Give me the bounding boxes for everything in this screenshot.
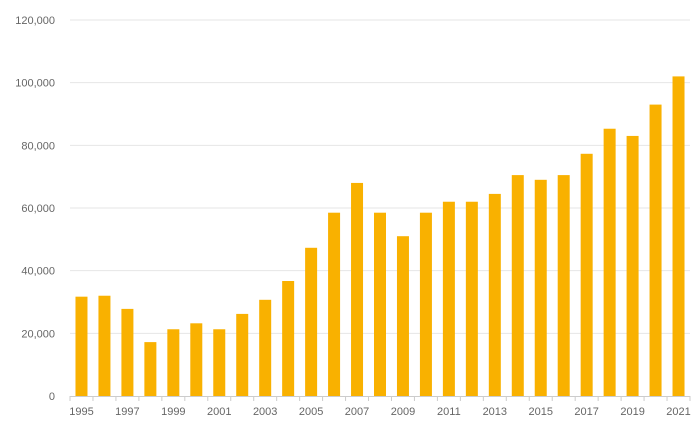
y-tick-label: 0 [49, 391, 55, 403]
y-axis-tick-labels: 0 20,000 40,000 60,000 80,000 100,000 120,000 [15, 15, 55, 403]
y-tick-label: 80,000 [21, 140, 55, 152]
x-tick-label: 2011 [437, 406, 461, 418]
bar-2014 [511, 175, 524, 396]
bar-2003 [259, 299, 272, 396]
y-tick-label: 60,000 [21, 203, 55, 215]
bar-2019 [626, 135, 639, 396]
bars [75, 76, 685, 397]
bar-2006 [328, 212, 341, 396]
bar-2010 [419, 212, 432, 396]
bar-2021 [672, 76, 685, 397]
x-tick-label: 2019 [620, 406, 644, 418]
y-tick-label: 100,000 [15, 78, 55, 90]
bar-2002 [236, 313, 249, 396]
bar-2000 [190, 323, 203, 396]
x-tick-label: 1995 [69, 406, 93, 418]
x-tick-label: 2005 [299, 406, 323, 418]
bar-2015 [534, 179, 547, 396]
y-tick-label: 20,000 [21, 328, 55, 340]
x-axis [69, 396, 691, 401]
x-tick-label: 1999 [161, 406, 185, 418]
x-tick-label: 2021 [666, 406, 690, 418]
bar-2011 [442, 201, 455, 396]
bar-2007 [351, 182, 364, 396]
bar-2008 [374, 212, 386, 396]
bar-2016 [557, 175, 570, 396]
bar-1998 [144, 342, 157, 396]
bar-1999 [167, 329, 180, 396]
x-axis-tick-labels: 1995 1997 1999 2001 2003 2005 2007 2009 2011 2013… [69, 406, 691, 418]
bar-2012 [465, 201, 478, 396]
bar-1995 [75, 296, 88, 396]
bar-1996 [98, 295, 111, 396]
x-tick-label: 2007 [345, 406, 369, 418]
bar-2004 [282, 281, 295, 396]
x-tick-label: 2003 [253, 406, 277, 418]
x-tick-label: 2015 [528, 406, 552, 418]
bar-2013 [488, 193, 501, 396]
x-tick-label: 2017 [574, 406, 598, 418]
bar-2005 [305, 247, 318, 396]
bar-2017 [580, 153, 593, 396]
y-tick-label: 120,000 [15, 15, 55, 27]
bar-2020 [649, 104, 662, 396]
x-tick-label: 2013 [483, 406, 507, 418]
x-tick-label: 2009 [391, 406, 415, 418]
bar-2001 [213, 329, 226, 396]
bar-2009 [396, 236, 409, 396]
x-tick-label: 1997 [115, 406, 139, 418]
bar-1997 [121, 308, 134, 396]
x-tick-label: 2001 [207, 406, 231, 418]
bar-2018 [603, 128, 616, 396]
y-tick-label: 40,000 [21, 266, 55, 278]
